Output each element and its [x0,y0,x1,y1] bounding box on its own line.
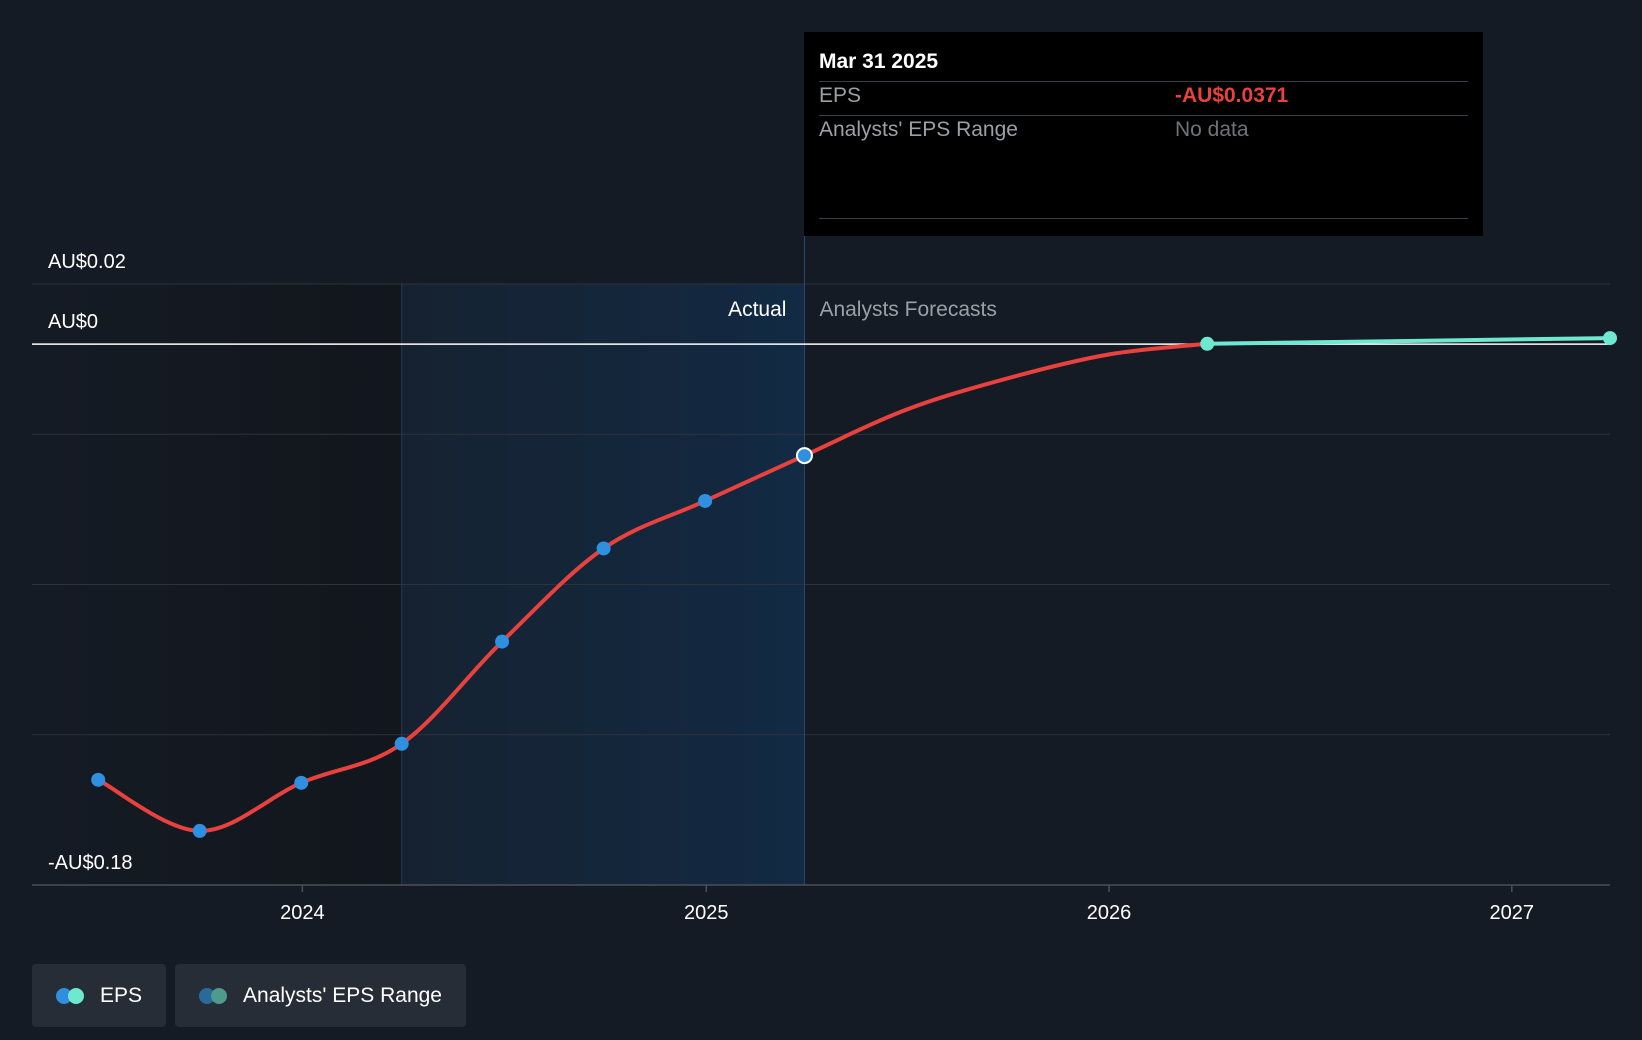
eps-point [394,736,409,751]
legend-label: EPS [100,983,143,1007]
eps-point [192,823,207,838]
eps-point [795,447,813,465]
actual-region-label: Actual [728,298,786,321]
y-tick-label: AU$0.02 [48,251,126,273]
tooltip-divider [819,115,1468,116]
eps-range-point [1200,336,1215,351]
tooltip-range-label: Analysts' EPS Range [819,118,1018,141]
x-tick-label: 2027 [1490,902,1535,924]
tooltip: Mar 31 2025 EPS -AU$0.0371 Analysts' EPS… [804,32,1483,236]
tooltip-divider [819,218,1468,219]
y-tick-label: -AU$0.18 [48,852,133,874]
legend-dot [68,987,84,1004]
tooltip-date: Mar 31 2025 [819,50,939,73]
eps-range-line [1205,336,1612,346]
legend: EPS Analysts' EPS Range [32,964,466,1027]
eps-point [698,493,713,508]
tooltip-eps-value: -AU$0.0371 [1175,84,1289,107]
legend-swatch-icon [199,987,229,1004]
legend-dot [211,987,228,1004]
legend-item-eps[interactable]: EPS [32,964,167,1027]
tooltip-range-value: No data [1175,118,1249,141]
legend-item-eps-range[interactable]: Analysts' EPS Range [175,964,466,1027]
x-tick-label: 2025 [684,902,729,924]
legend-label: Analysts' EPS Range [243,983,442,1007]
forecast-region-label: Analysts Forecasts [819,298,996,321]
y-tick-label: AU$0 [48,311,98,333]
markers [91,331,1617,838]
tooltip-eps-label: EPS [819,84,862,107]
tooltip-divider [819,81,1468,82]
eps-point [596,541,611,556]
eps-point [294,775,309,790]
axes [32,343,1610,892]
labels: AU$0.02 AU$0 -AU$0.18 2024 2025 2026 2027 Actua… [48,251,1534,924]
x-tick-label: 2024 [280,902,325,924]
eps-point [91,772,106,787]
legend-swatch-icon [56,987,86,1004]
eps-range-point [1603,331,1617,346]
x-tick-label: 2026 [1087,902,1132,924]
eps-point [495,634,510,649]
